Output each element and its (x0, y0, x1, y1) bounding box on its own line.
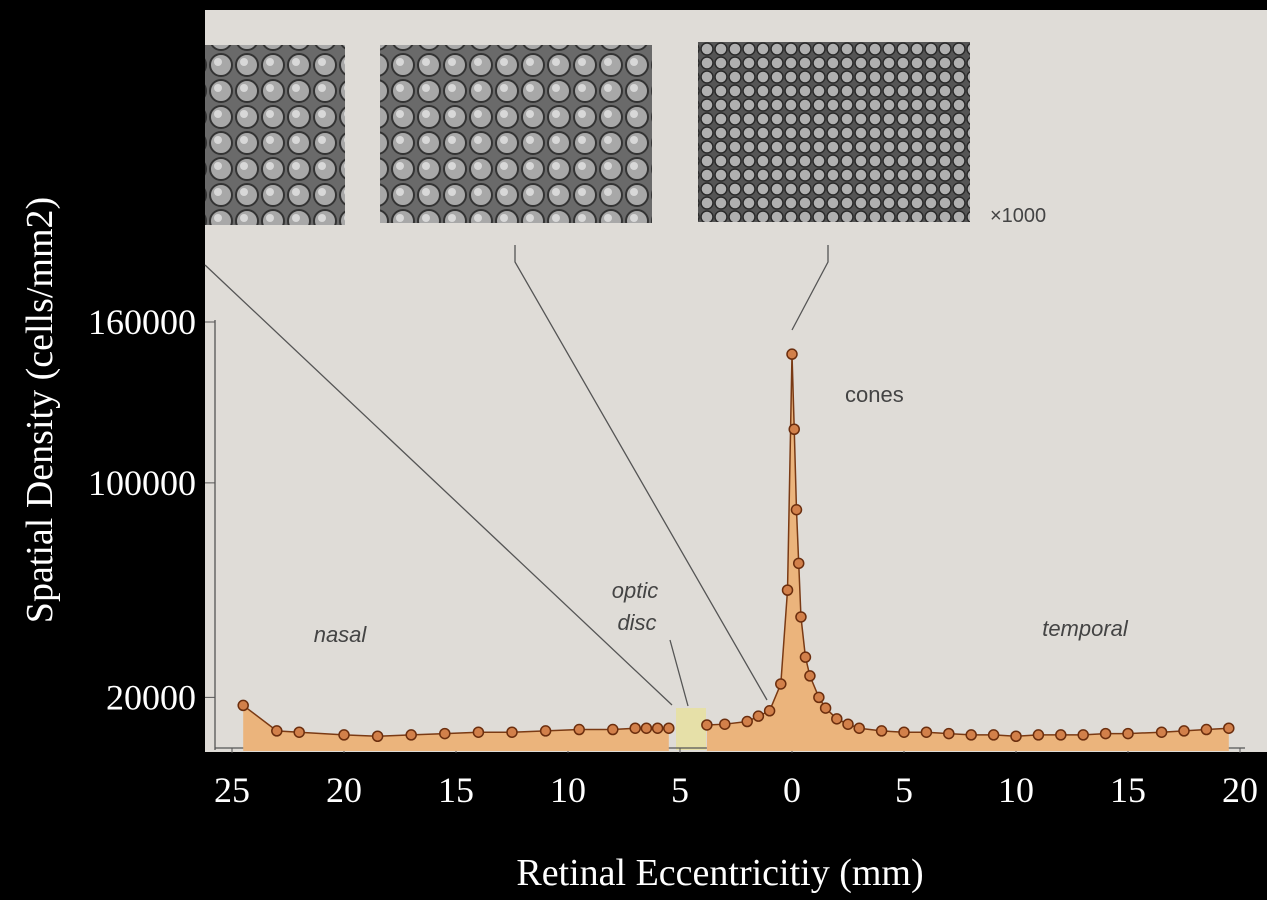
annotation: optic (612, 578, 658, 603)
data-point (943, 727, 955, 740)
data-point (573, 723, 585, 736)
x-axis-title: Retinal Eccentricitiy (mm) (516, 852, 923, 894)
data-point (1010, 730, 1022, 743)
data-point (813, 691, 825, 704)
data-point (752, 710, 765, 722)
data-point (1223, 722, 1235, 734)
data-point (875, 725, 888, 737)
annotation: temporal (1042, 616, 1129, 641)
data-point (651, 722, 664, 734)
connector (791, 245, 829, 331)
connector (204, 264, 673, 706)
x-tick-label: 15 (438, 770, 474, 810)
data-point (1099, 727, 1112, 740)
data-point (293, 726, 305, 738)
area-fill (243, 705, 669, 751)
data-point (701, 719, 713, 731)
x-tick-label: 5 (671, 770, 689, 810)
y-tick-label: 20000 (106, 677, 196, 717)
data-point (799, 651, 812, 663)
data-point (792, 557, 805, 570)
data-point (819, 702, 832, 714)
micrograph (205, 45, 345, 225)
data-point (853, 722, 865, 734)
x-tick-label: 25 (214, 770, 250, 810)
y-tick-label: 160000 (88, 302, 196, 342)
data-point (795, 611, 807, 623)
x-tick-label: 20 (326, 770, 362, 810)
x-tick-label: 5 (895, 770, 913, 810)
data-point (898, 726, 910, 738)
data-point (472, 726, 485, 738)
data-point (965, 729, 977, 741)
data-point (842, 718, 854, 730)
annotation: disc (617, 610, 656, 635)
data-point (920, 726, 933, 738)
data-point (1077, 729, 1089, 741)
data-point (338, 729, 350, 741)
data-point (640, 722, 653, 734)
data-point (1155, 726, 1168, 738)
x-tick-label: 10 (550, 770, 586, 810)
data-point (439, 727, 451, 740)
data-point (1032, 729, 1045, 741)
data-point (1122, 727, 1134, 740)
annotation: cones (845, 382, 904, 407)
data-point (781, 584, 794, 596)
x-tick-label: 15 (1110, 770, 1146, 810)
connector (514, 245, 768, 701)
data-point (831, 713, 843, 725)
data-point (804, 670, 816, 682)
data-point (371, 730, 384, 743)
data-point (788, 423, 800, 435)
data-point (1200, 723, 1213, 736)
data-point (506, 726, 518, 738)
data-point (237, 699, 249, 712)
annotation: nasal (314, 622, 368, 647)
optic-disc-region (676, 708, 706, 750)
x-tick-label: 0 (783, 770, 801, 810)
data-point (987, 729, 1000, 741)
x-tick-label: 10 (998, 770, 1034, 810)
data-point (663, 722, 675, 734)
data-point (271, 725, 283, 737)
data-point (741, 715, 753, 728)
micrograph (698, 42, 970, 222)
data-point (786, 348, 798, 360)
data-point (763, 705, 776, 717)
data-point (1178, 725, 1190, 737)
data-point (629, 722, 641, 734)
data-point (405, 729, 417, 741)
data-point (539, 725, 552, 737)
data-point (790, 503, 803, 516)
data-point (1055, 729, 1067, 741)
data-point (719, 718, 731, 730)
connector (669, 639, 689, 707)
y-axis-title: Spatial Density (cells/mm2) (19, 197, 61, 623)
y-tick-label: 100000 (88, 463, 196, 503)
data-point (607, 723, 619, 736)
annotation: ×1000 (990, 205, 1046, 227)
micrograph (380, 45, 652, 223)
x-tick-label: 20 (1222, 770, 1258, 810)
data-point (775, 678, 787, 690)
